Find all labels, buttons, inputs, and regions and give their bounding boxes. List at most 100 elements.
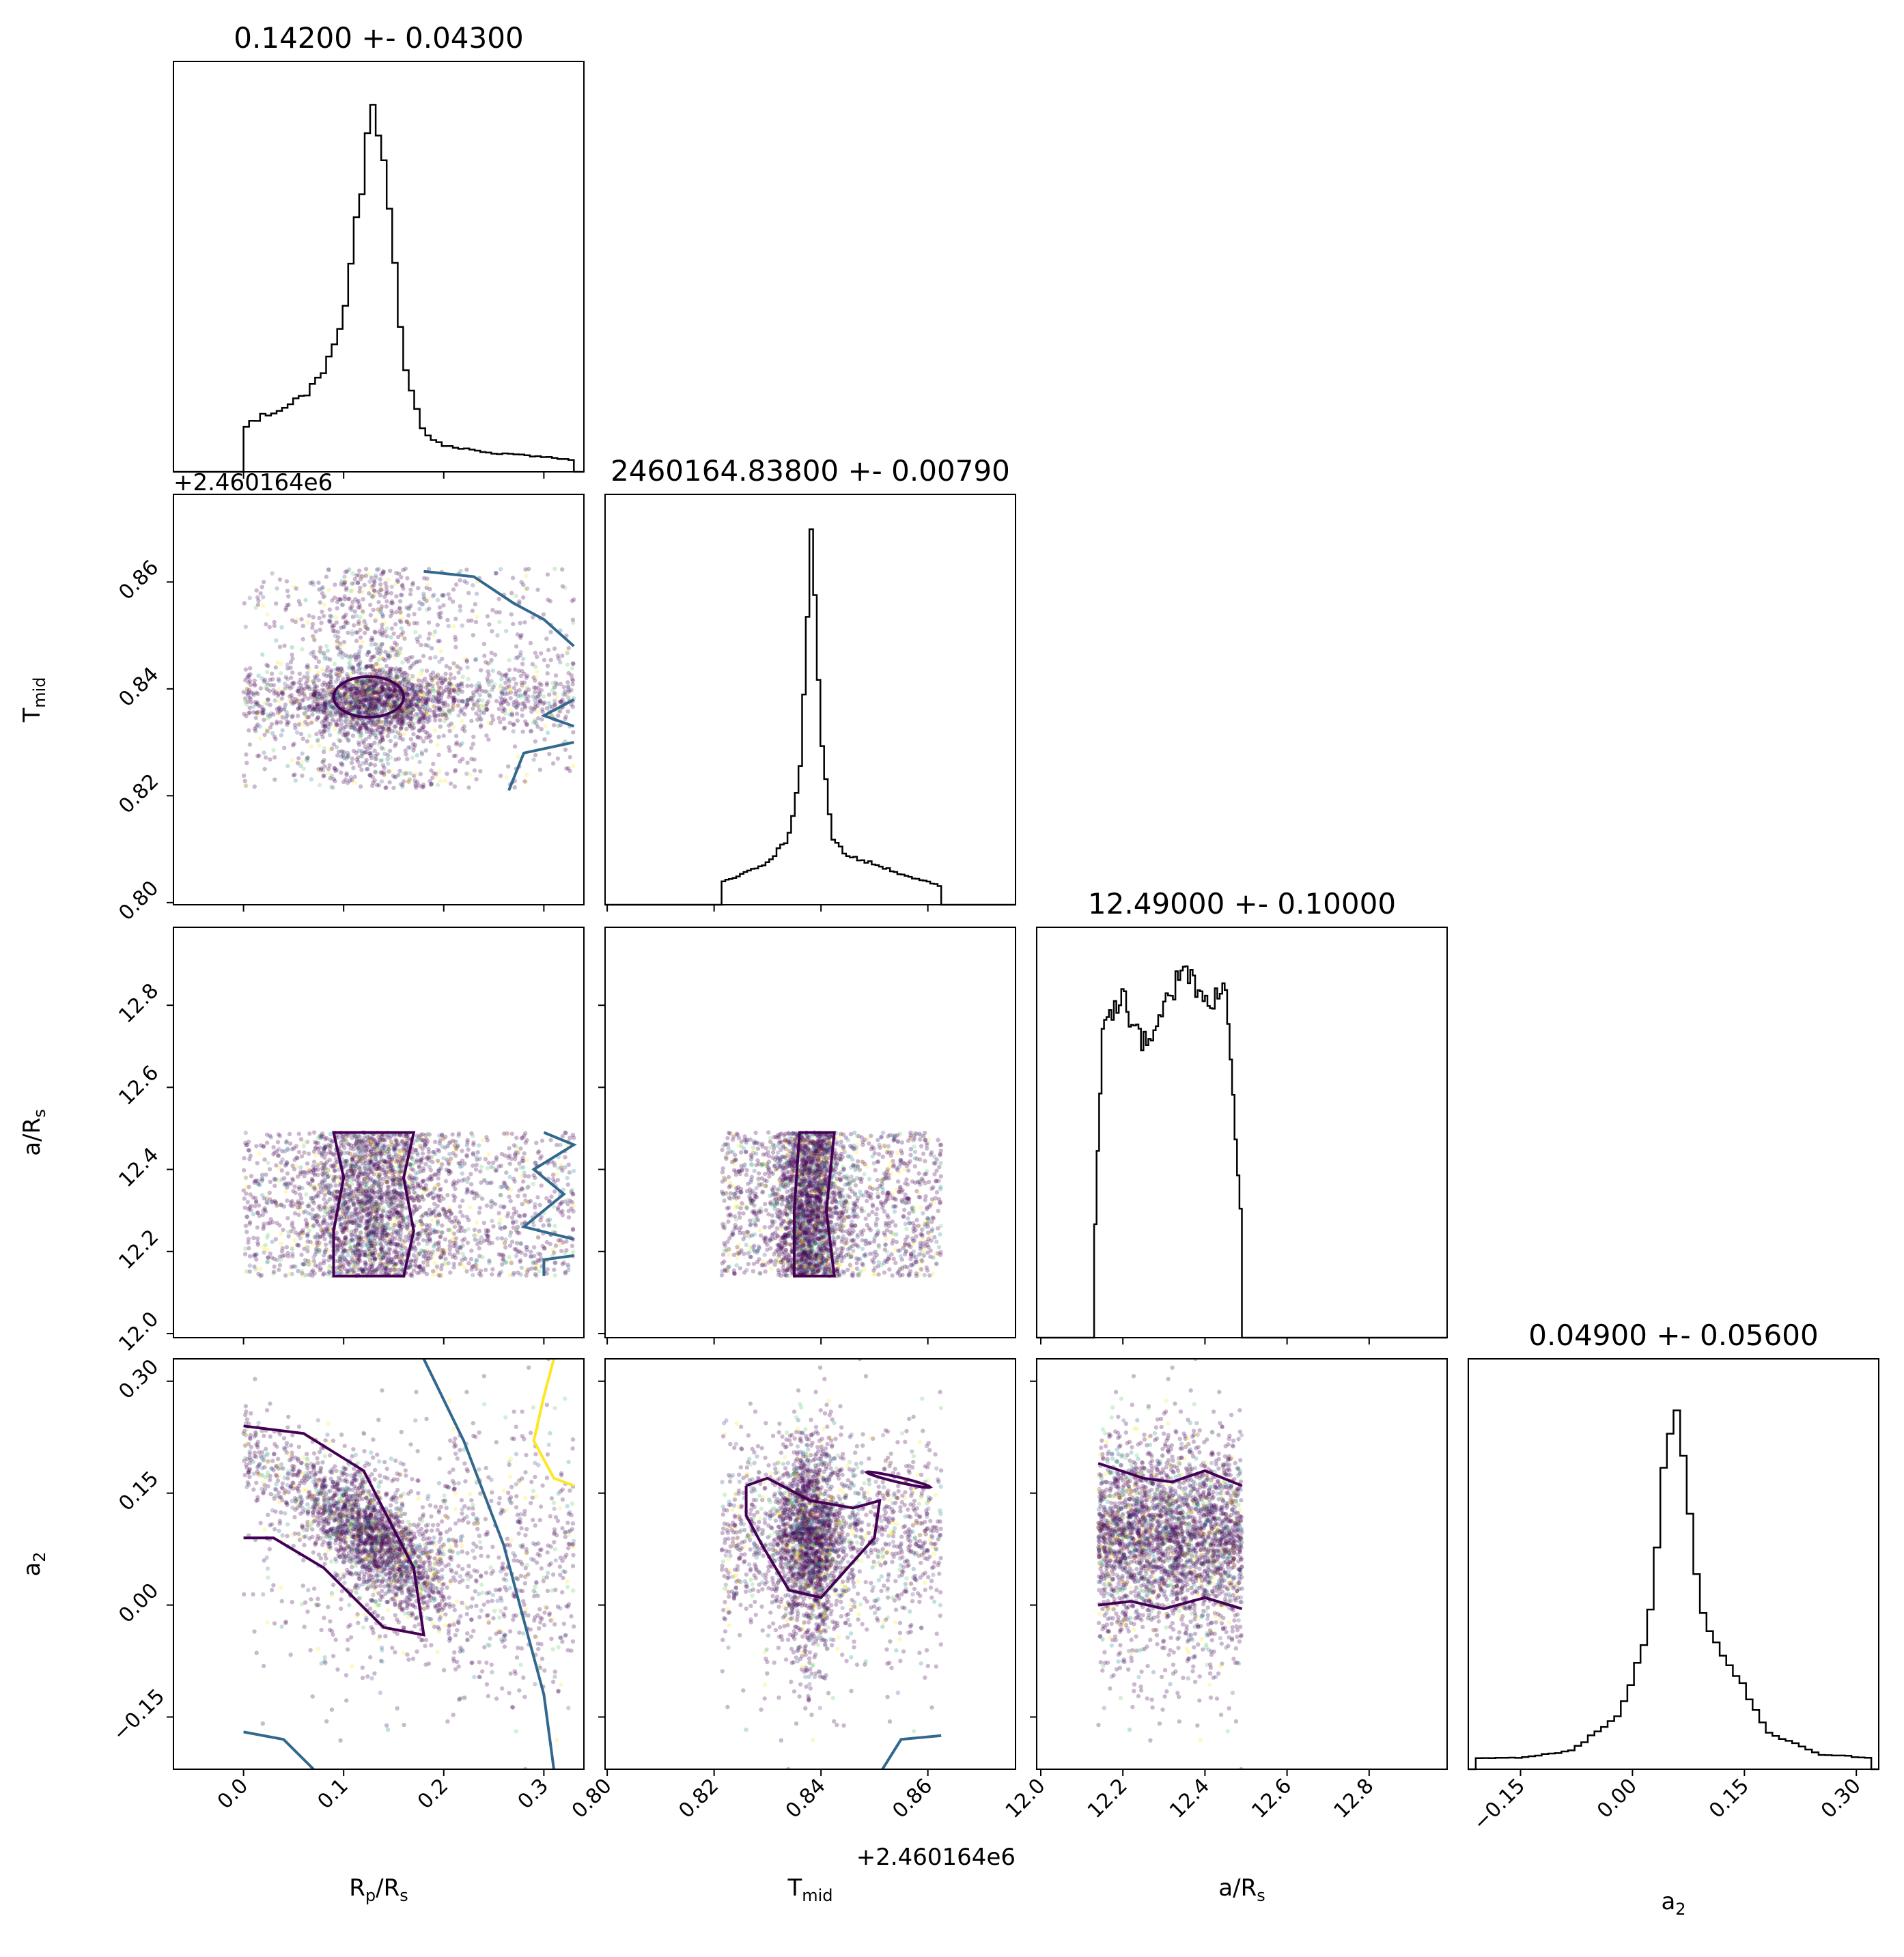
scatter-point xyxy=(353,656,359,660)
scatter-point xyxy=(290,670,295,675)
scatter-point xyxy=(447,596,452,601)
scatter-point xyxy=(348,664,354,669)
scatter-point xyxy=(401,713,406,718)
scatter-point xyxy=(524,574,529,578)
scatter-point xyxy=(365,697,371,703)
scatter-point xyxy=(380,703,384,707)
scatter-point xyxy=(377,718,382,724)
scatter-point xyxy=(418,689,423,694)
scatter-point xyxy=(397,606,402,611)
scatter-point xyxy=(382,594,387,599)
scatter-point xyxy=(351,706,356,712)
scatter-point xyxy=(512,1143,516,1148)
scatter-point xyxy=(364,695,369,701)
scatter-point xyxy=(415,693,421,699)
scatter-point xyxy=(460,1262,464,1267)
scatter-point xyxy=(298,683,304,688)
scatter-point xyxy=(404,706,409,712)
scatter-point xyxy=(432,712,437,718)
scatter-point xyxy=(520,668,524,674)
scatter-point xyxy=(518,621,522,625)
scatter-point xyxy=(395,698,400,703)
scatter-point xyxy=(370,655,376,660)
scatter-point xyxy=(372,763,378,768)
scatter-point xyxy=(409,686,415,691)
scatter-point xyxy=(350,665,355,670)
scatter-point xyxy=(406,659,410,664)
scatter-point xyxy=(356,568,362,573)
scatter-point xyxy=(356,710,361,716)
scatter-point xyxy=(380,642,384,647)
scatter-point xyxy=(356,705,362,710)
scatter-point xyxy=(324,715,328,720)
scatter-point xyxy=(566,645,571,651)
scatter-point xyxy=(365,688,369,693)
scatter-point xyxy=(380,684,385,689)
scatter-point xyxy=(393,622,398,627)
scatter-point xyxy=(549,704,555,709)
scatter-point xyxy=(361,679,366,684)
scatter-point xyxy=(375,681,380,686)
scatter-point xyxy=(424,668,430,673)
scatter-point xyxy=(427,714,432,719)
scatter-point xyxy=(331,785,335,790)
scatter-point xyxy=(333,768,338,774)
scatter-point xyxy=(376,742,381,747)
scatter-point xyxy=(297,702,302,707)
scatter-point xyxy=(324,574,328,579)
scatter-point xyxy=(323,718,328,723)
scatter-point xyxy=(350,722,356,727)
scatter-point xyxy=(307,667,312,673)
scatter-point xyxy=(479,723,484,728)
scatter-point xyxy=(451,695,457,700)
scatter-point xyxy=(514,593,518,598)
scatter-point xyxy=(431,676,436,681)
scatter-point xyxy=(374,683,378,688)
scatter-point xyxy=(436,713,440,718)
scatter-point xyxy=(512,677,516,681)
scatter-point xyxy=(329,688,334,692)
scatter-point xyxy=(409,707,414,712)
scatter-point xyxy=(361,682,367,688)
scatter-point xyxy=(563,747,568,752)
scatter-point xyxy=(275,1203,279,1208)
scatter-point xyxy=(462,579,467,584)
scatter-point xyxy=(324,712,329,717)
scatter-point xyxy=(360,640,365,645)
scatter-point xyxy=(295,1242,300,1248)
scatter-point xyxy=(298,731,304,737)
scatter-point xyxy=(463,705,468,710)
scatter-point xyxy=(364,710,369,716)
scatter-point xyxy=(337,669,342,674)
scatter-point xyxy=(474,1162,479,1168)
scatter-point xyxy=(369,688,375,693)
scatter-point xyxy=(488,694,492,699)
scatter-point xyxy=(365,707,369,712)
scatter-point xyxy=(519,580,524,585)
scatter-point xyxy=(456,699,462,703)
scatter-point xyxy=(301,766,306,771)
scatter-point xyxy=(502,699,507,704)
scatter-point xyxy=(475,717,480,722)
scatter-point xyxy=(454,740,460,745)
scatter-point xyxy=(309,703,315,708)
scatter-point xyxy=(378,587,383,591)
scatter-point xyxy=(458,608,463,613)
scatter-point xyxy=(409,683,415,688)
scatter-point xyxy=(351,684,356,688)
scatter-point xyxy=(368,704,373,709)
scatter-point xyxy=(313,699,318,703)
scatter-point xyxy=(483,1157,488,1161)
scatter-point xyxy=(447,686,452,691)
scatter-point xyxy=(373,696,378,701)
scatter-point xyxy=(452,784,458,789)
scatter-point xyxy=(296,722,301,727)
scatter-point xyxy=(323,724,328,729)
scatter-point xyxy=(378,730,382,735)
scatter-point xyxy=(397,650,402,655)
scatter-point xyxy=(247,695,252,700)
scatter-point xyxy=(363,625,368,630)
scatter-point xyxy=(373,733,378,737)
scatter-point xyxy=(522,691,527,696)
scatter-point xyxy=(345,621,350,625)
